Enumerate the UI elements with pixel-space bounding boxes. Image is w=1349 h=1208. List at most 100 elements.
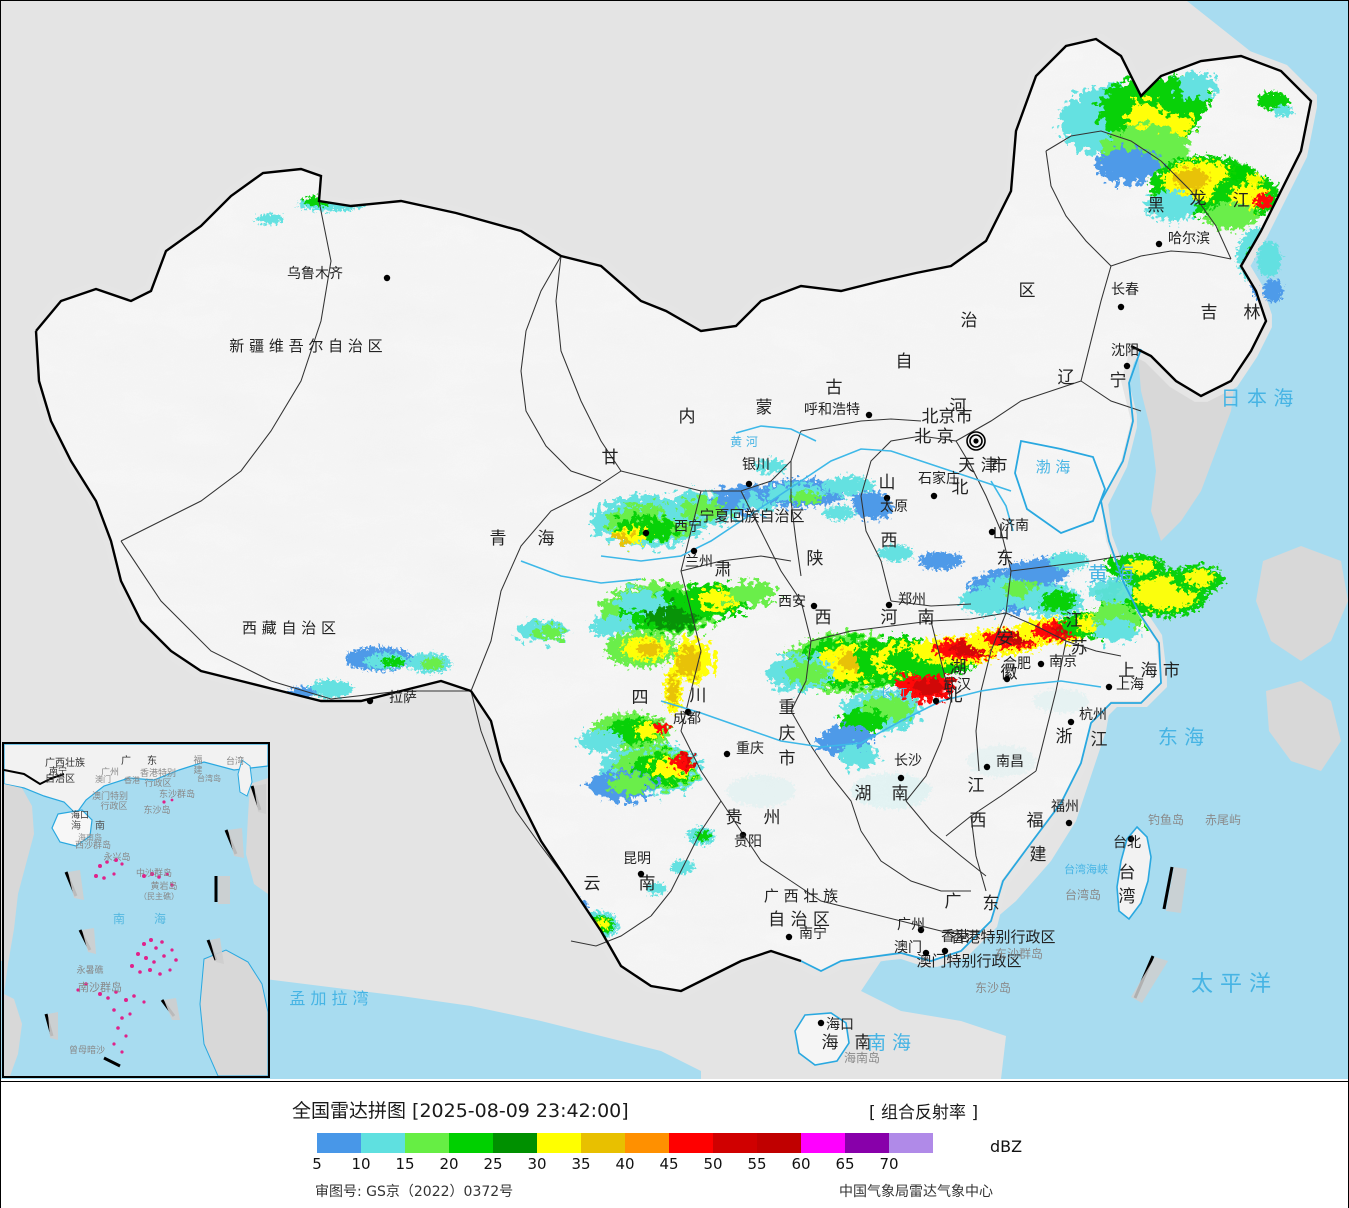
sea-label: 孟 加 拉 湾 [289,989,368,1008]
province-label: 西 [815,608,832,628]
city-dot [366,697,374,705]
province-label: 台 [1119,863,1136,883]
province-label: 陕 [807,549,824,569]
capital-marker-beijing [966,431,986,451]
colorbar-swatch[interactable] [801,1133,845,1153]
colorbar-swatch[interactable] [625,1133,669,1153]
taiwan-island [1116,825,1152,921]
city-label: 福州 [1051,799,1079,815]
inset-label: 海 [154,911,166,926]
province-label: 市 [991,456,1008,476]
inset-label: 广 [121,755,131,767]
dbz-unit-label: dBZ [990,1137,1023,1156]
city-dot [1003,675,1011,683]
province-label: 江 [1066,611,1083,631]
radar-map-canvas[interactable]: 新 疆 维 吾 尔 自 治 区西 藏 自 治 区青海甘肃内蒙古自治区宁夏回族自治… [1,1,1348,1079]
inset-label: 永兴岛 [103,851,130,863]
province-label: 湖 [950,658,967,678]
sea-label: 黄 海 [1088,562,1134,586]
province-label: 湾 [1119,887,1136,907]
city-label: 杭州 [1079,707,1107,723]
province-label: 苏 [1071,638,1088,658]
city-dot [690,547,698,555]
city-label: 南宁 [799,925,827,942]
colorbar-swatch[interactable] [889,1133,933,1153]
colorbar-swatch[interactable] [669,1133,713,1153]
city-dot [1123,362,1131,370]
city-label: 西安 [778,594,806,610]
province-label: 东 [997,549,1014,569]
city-dot [983,763,991,771]
city-dot [642,529,650,537]
city-label: 乌鲁木齐 [287,266,343,282]
inset-label: 东沙岛 [143,804,170,816]
inset-label: 建 [193,764,202,776]
colorbar-swatch[interactable] [405,1133,449,1153]
province-label: 北京市 [922,407,973,427]
inset-label: 澳门 [95,774,111,784]
province-label: 区 [1019,281,1036,301]
province-label: 青 [490,529,507,549]
province-label: 庆 [779,724,796,744]
city-label: 台北 [1113,835,1141,851]
inset-label: 南 [113,911,125,926]
inset-label: 永暑礁 [76,964,103,976]
inset-mainland [4,744,268,815]
province-label: 湖 [855,784,872,804]
inset-label: 香港特别 [140,767,176,779]
colorbar-swatch[interactable] [713,1133,757,1153]
legend-title-row: 全国雷达拼图 [2025-08-09 23:42:00] [ 组合反射率 ] [1,1096,1348,1124]
province-label: 重 [779,698,796,718]
province-label: 海 [538,529,555,549]
dbz-colorbar[interactable] [317,1133,977,1153]
province-label: 江 [1091,730,1108,750]
inset-label: 台湾 [226,755,244,767]
city-label: 兰州 [685,554,713,570]
colorbar-swatch[interactable] [449,1133,493,1153]
colorbar-swatch[interactable] [845,1133,889,1153]
city-label: 贵阳 [734,834,762,850]
city-dot [941,947,949,955]
city-label: 沈阳 [1111,343,1139,359]
province-label: 西 藏 自 治 区 [242,619,336,637]
province-label: 自 [896,352,913,372]
province-label: 天 津 [958,456,997,476]
source-agency: 中国气象局雷达气象中心 [839,1184,993,1200]
colorbar-swatch[interactable] [757,1133,801,1153]
colorbar-swatch[interactable] [317,1133,361,1153]
province-label: 东 [983,894,1000,914]
island-label: 赤尾屿 [1205,813,1241,827]
river-label: 长 江 [880,686,908,700]
province-label: 河 [881,608,898,628]
sea-label: 渤 海 [1036,458,1071,476]
city-dot [885,601,893,609]
province-label: 川 [690,686,707,706]
colorbar-swatch[interactable] [493,1133,537,1153]
city-dot [1155,240,1163,248]
colorbar-swatch[interactable] [581,1133,625,1153]
city-label: 长春 [1111,282,1139,298]
city-label: 海口 [826,1017,854,1033]
colorbar-tick: 45 [659,1155,679,1173]
river-labels: 黄 河长 江 [730,435,908,700]
inset-label: 香港 [124,775,140,785]
province-label: 南 [639,874,656,894]
colorbar-swatch[interactable] [361,1133,405,1153]
hainan-island [794,1012,850,1066]
coastline [800,348,1162,973]
province-label: 龙 [1190,189,1207,209]
inset-label: 行政区 [100,800,127,812]
colorbar-tick: 10 [351,1155,371,1173]
province-label: 澳门特别行政区 [916,952,1021,970]
province-label: 宁 [1110,371,1127,391]
south-china-sea-inset[interactable]: 广西壮族 自治区广东福建台湾 南宁 广州 澳门 香港 香港特别 行政区 台湾岛 澳门特别 行政区 东沙… [2,742,270,1078]
city-dot [817,1019,825,1027]
city-dot [988,528,996,536]
city-dot [1037,660,1045,668]
colorbar-swatch[interactable] [537,1133,581,1153]
city-label: 重庆 [736,741,764,757]
province-label: 海 [822,1033,839,1053]
inset-label: 自治区 [45,772,75,785]
